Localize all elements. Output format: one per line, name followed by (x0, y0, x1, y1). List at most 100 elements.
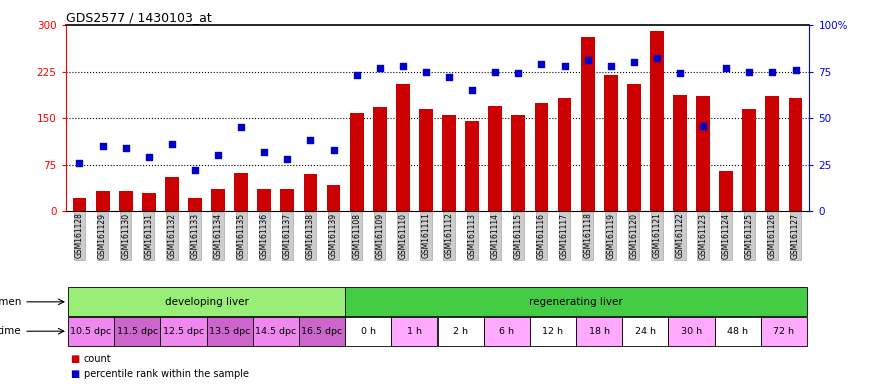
Bar (188, 197, 202, 211)
Bar (119, 191, 133, 211)
Point (73, 160, 87, 166)
Bar (576, 317, 622, 346)
Text: percentile rank within the sample: percentile rank within the sample (84, 369, 249, 379)
Point (442, 74, 456, 80)
Point (673, 70, 687, 76)
Bar (257, 189, 271, 211)
Text: 1 h: 1 h (407, 327, 422, 336)
Bar (788, 98, 802, 211)
Text: developing liver: developing liver (164, 297, 248, 307)
Bar (68, 287, 345, 316)
Text: 12 h: 12 h (542, 327, 564, 336)
Bar (488, 106, 502, 211)
Bar (211, 189, 225, 211)
Bar (396, 84, 410, 211)
Bar (391, 317, 438, 346)
Text: regenerating liver: regenerating liver (529, 297, 623, 307)
Point (535, 61, 549, 67)
Text: ■: ■ (70, 354, 80, 364)
Text: 13.5 dpc: 13.5 dpc (209, 327, 250, 336)
Point (326, 147, 340, 153)
Point (164, 141, 178, 147)
Bar (557, 98, 571, 211)
Point (211, 152, 225, 158)
Bar (766, 96, 780, 211)
Point (488, 68, 502, 74)
Bar (535, 103, 549, 211)
Bar (142, 193, 156, 211)
Bar (604, 74, 618, 211)
Point (788, 66, 802, 73)
Bar (511, 115, 525, 211)
Bar (622, 317, 668, 346)
Bar (373, 107, 387, 211)
Bar (68, 317, 114, 346)
Bar (650, 31, 664, 211)
Bar (696, 96, 710, 211)
Point (350, 72, 364, 78)
Bar (114, 317, 160, 346)
Bar (484, 317, 530, 346)
Text: 30 h: 30 h (681, 327, 702, 336)
Point (419, 68, 433, 74)
Bar (626, 84, 640, 211)
Point (511, 70, 525, 76)
Point (257, 149, 271, 155)
Point (557, 63, 571, 69)
Point (280, 156, 294, 162)
Point (142, 154, 156, 160)
Bar (581, 37, 595, 211)
Point (95, 143, 109, 149)
Point (742, 68, 756, 74)
Point (373, 65, 387, 71)
Point (581, 57, 595, 63)
Point (234, 124, 248, 131)
Text: 14.5 dpc: 14.5 dpc (255, 327, 297, 336)
Text: specimen: specimen (0, 297, 22, 307)
Bar (304, 174, 318, 211)
Text: 2 h: 2 h (453, 327, 468, 336)
Point (304, 137, 318, 144)
Bar (206, 317, 253, 346)
Bar (715, 317, 761, 346)
Point (766, 68, 780, 74)
Point (719, 65, 733, 71)
Text: 72 h: 72 h (774, 327, 794, 336)
Text: 48 h: 48 h (727, 327, 748, 336)
Point (396, 63, 410, 69)
Text: 12.5 dpc: 12.5 dpc (163, 327, 204, 336)
Point (626, 59, 640, 65)
Text: 6 h: 6 h (500, 327, 514, 336)
Bar (761, 317, 807, 346)
Bar (350, 113, 364, 211)
Point (604, 63, 618, 69)
Bar (234, 173, 248, 211)
Bar (673, 95, 687, 211)
Bar (160, 317, 206, 346)
Text: 18 h: 18 h (589, 327, 610, 336)
Bar (466, 121, 480, 211)
Bar (165, 177, 178, 211)
Point (119, 145, 133, 151)
Bar (345, 287, 807, 316)
Text: ■: ■ (70, 369, 80, 379)
Bar (345, 317, 391, 346)
Text: time: time (0, 326, 22, 336)
Bar (326, 185, 340, 211)
Bar (530, 317, 576, 346)
Bar (742, 109, 756, 211)
Bar (442, 115, 456, 211)
Bar (253, 317, 299, 346)
Text: 0 h: 0 h (360, 327, 375, 336)
Point (466, 87, 480, 93)
Bar (668, 317, 715, 346)
Bar (299, 317, 345, 346)
Text: GDS2577 / 1430103_at: GDS2577 / 1430103_at (66, 11, 212, 24)
Text: count: count (84, 354, 112, 364)
Bar (719, 171, 733, 211)
Bar (280, 189, 294, 211)
Text: 11.5 dpc: 11.5 dpc (116, 327, 158, 336)
Text: 10.5 dpc: 10.5 dpc (70, 327, 112, 336)
Bar (95, 191, 109, 211)
Text: 24 h: 24 h (635, 327, 656, 336)
